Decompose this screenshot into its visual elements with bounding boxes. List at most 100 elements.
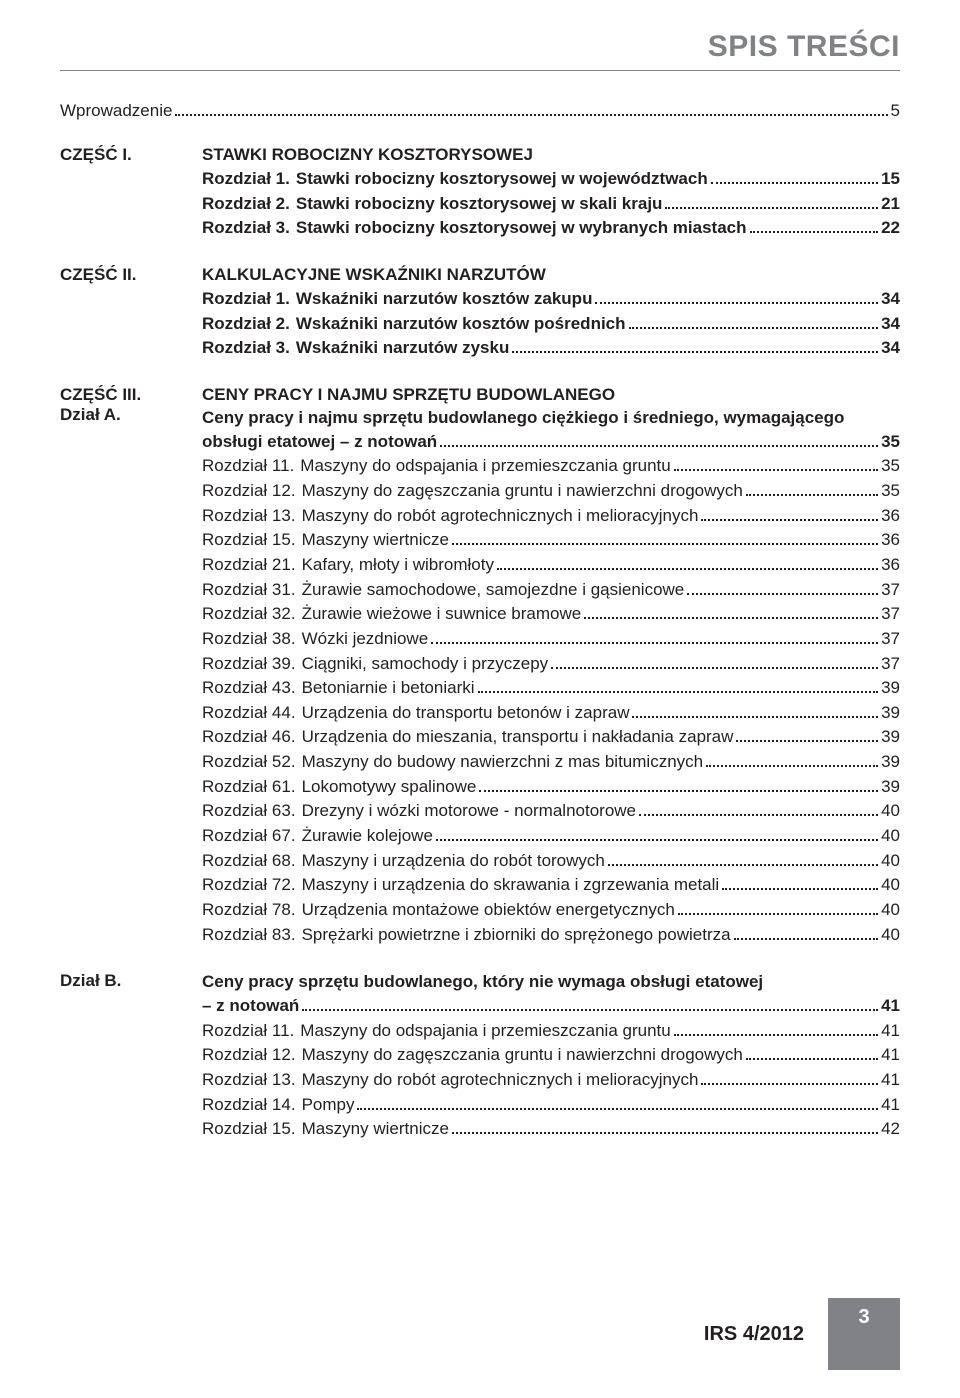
page-footer: IRS 4/2012 3 [704,1298,900,1370]
toc-row: Rozdział 15.Maszyny wiertnicze36 [202,528,900,553]
dot-leader [736,729,878,743]
toc-row: Rozdział 46.Urządzenia do mieszania, tra… [202,725,900,750]
toc-row: Rozdział 67.Żurawie kolejowe40 [202,824,900,849]
dot-leader [674,1022,878,1036]
chapter-page: 34 [881,336,900,361]
dot-leader [706,754,878,768]
chapter-page: 40 [881,923,900,948]
section-body: CENY PRACY I NAJMU SPRZĘTU BUDOWLANEGOCe… [202,385,900,947]
section-body: Ceny pracy sprzętu budowlanego, który ni… [202,971,900,1142]
chapter-label: Rozdział 39. [202,652,296,677]
chapter-page: 39 [881,775,900,800]
chapter-label: Rozdział 1. [202,287,290,312]
chapter-title: Maszyny do budowy nawierzchni z mas bitu… [296,750,704,775]
toc-section: CZĘŚĆ II.KALKULACYJNE WSKAŹNIKI NARZUTÓW… [60,265,900,361]
chapter-page: 36 [881,528,900,553]
chapter-page: 34 [881,287,900,312]
dot-leader [478,680,879,694]
toc-row: Rozdział 61.Lokomotywy spalinowe39 [202,775,900,800]
chapter-page: 42 [881,1117,900,1142]
chapter-title: Maszyny do zagęszczania gruntu i nawierz… [296,479,743,504]
chapter-page: 35 [881,479,900,504]
toc-row: Rozdział 2.Stawki robocizny kosztorysowe… [202,192,900,217]
dot-leader [608,852,878,866]
dot-leader [665,195,878,209]
dot-leader [750,220,879,234]
section-heading: KALKULACYJNE WSKAŹNIKI NARZUTÓW [202,265,900,285]
chapter-label: Rozdział 13. [202,1068,296,1093]
chapter-label: Rozdział 15. [202,1117,296,1142]
chapter-label: Rozdział 1. [202,167,290,192]
dot-leader [687,581,878,595]
section-subheading: Ceny pracy i najmu sprzętu budowlanego c… [202,407,900,430]
dot-leader [175,102,887,116]
dot-leader [632,704,878,718]
chapter-title: Wskaźniki narzutów zysku [290,336,510,361]
chapter-page: 40 [881,799,900,824]
chapter-label: Rozdział 43. [202,676,296,701]
section-label: CZĘŚĆ II. [60,265,202,361]
toc-row: Rozdział 52.Maszyny do budowy nawierzchn… [202,750,900,775]
toc-row: Rozdział 68.Maszyny i urządzenia do robó… [202,849,900,874]
section-body: KALKULACYJNE WSKAŹNIKI NARZUTÓWRozdział … [202,265,900,361]
section-body: STAWKI ROBOCIZNY KOSZTORYSOWEJRozdział 1… [202,145,900,241]
chapter-page: 39 [881,676,900,701]
chapter-page: 40 [881,849,900,874]
toc-row: Rozdział 83.Sprężarki powietrzne i zbior… [202,923,900,948]
chapter-label: Rozdział 2. [202,192,290,217]
chapter-page: 36 [881,504,900,529]
dot-leader [440,433,878,447]
chapter-page: 40 [881,824,900,849]
chapter-title: Betoniarnie i betoniarki [296,676,475,701]
chapter-label: Rozdział 83. [202,923,296,948]
chapter-title: Maszyny do odspajania i przemieszczania … [294,1019,670,1044]
chapter-label: Rozdział 46. [202,725,296,750]
subrow-title: – z notowań [202,994,299,1019]
chapter-page: 37 [881,627,900,652]
chapter-label: Rozdział 78. [202,898,296,923]
toc-row: Rozdział 32.Żurawie wieżowe i suwnice br… [202,602,900,627]
toc-section: CZĘŚĆ III.Dział A.CENY PRACY I NAJMU SPR… [60,385,900,947]
toc-row: Rozdział 31.Żurawie samochodowe, samojez… [202,578,900,603]
section-heading: CENY PRACY I NAJMU SPRZĘTU BUDOWLANEGO [202,385,900,405]
chapter-page: 34 [881,312,900,337]
toc-subrow: – z notowań 41 [202,994,900,1019]
toc-row: Rozdział 2.Wskaźniki narzutów kosztów po… [202,312,900,337]
chapter-label: Rozdział 61. [202,775,296,800]
chapter-label: Rozdział 12. [202,479,296,504]
dot-leader [357,1096,878,1110]
chapter-label: Rozdział 12. [202,1043,296,1068]
dot-leader [436,827,878,841]
dot-leader [551,655,878,669]
toc-row: Rozdział 13.Maszyny do robót agrotechnic… [202,1068,900,1093]
chapter-label: Rozdział 2. [202,312,290,337]
chapter-page: 21 [881,192,900,217]
chapter-page: 39 [881,701,900,726]
toc-row: Rozdział 63.Drezyny i wózki motorowe - n… [202,799,900,824]
section-label: Dział B. [60,971,202,1142]
chapter-label: Rozdział 44. [202,701,296,726]
dot-leader [701,507,878,521]
toc-row: Rozdział 14.Pompy41 [202,1093,900,1118]
chapter-title: Maszyny do zagęszczania gruntu i nawierz… [296,1043,743,1068]
dot-leader [734,926,879,940]
section-sublabel: Dział A. [60,405,194,425]
footer-label: IRS 4/2012 [704,1298,828,1370]
chapter-label: Rozdział 11. [202,1019,294,1044]
chapter-title: Wskaźniki narzutów kosztów zakupu [290,287,593,312]
dot-leader [674,458,878,472]
chapter-label: Rozdział 31. [202,578,296,603]
chapter-title: Ciągniki, samochody i przyczepy [296,652,549,677]
chapter-page: 41 [881,1019,900,1044]
chapter-label: Rozdział 15. [202,528,296,553]
chapter-title: Maszyny do robót agrotechnicznych i meli… [296,504,699,529]
subrow-page: 41 [881,994,900,1019]
toc-row: Rozdział 12.Maszyny do zagęszczania grun… [202,479,900,504]
toc-row: Rozdział 21.Kafary, młoty i wibromłoty36 [202,553,900,578]
chapter-title: Urządzenia do mieszania, transportu i na… [296,725,734,750]
chapter-title: Stawki robocizny kosztorysowej w skali k… [290,192,663,217]
dot-leader [302,998,878,1012]
intro-row: Wprowadzenie 5 [60,101,900,121]
chapter-title: Sprężarki powietrzne i zbiorniki do sprę… [296,923,731,948]
chapter-page: 35 [881,454,900,479]
